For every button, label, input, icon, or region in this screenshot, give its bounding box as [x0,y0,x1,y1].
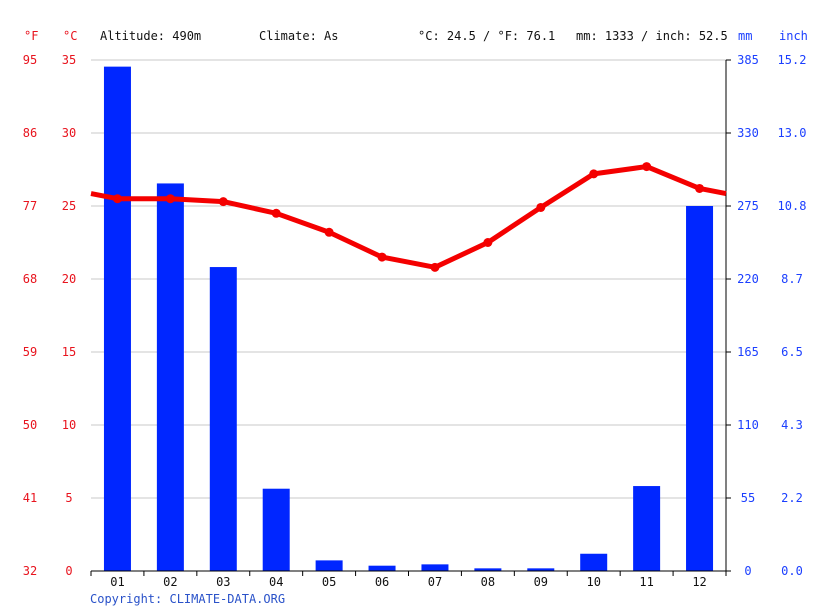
precipitation-bar [580,553,608,571]
inch-tick-label: 8.7 [781,272,803,286]
precipitation-bars [103,66,714,572]
temperature-line [90,162,727,272]
celsius-tick-label: 15 [62,345,76,359]
precipitation-bar [103,66,131,572]
celsius-tick-label: 10 [62,418,76,432]
month-tick-label: 02 [163,575,177,589]
inch-tick-label: 4.3 [781,418,803,432]
month-tick-label: 09 [534,575,548,589]
grid-lines [91,59,726,572]
month-tick-label: 11 [639,575,653,589]
celsius-tick-label: 0 [65,564,72,578]
month-tick-label: 04 [269,575,283,589]
month-tick-label: 06 [375,575,389,589]
inch-tick-label: 6.5 [781,345,803,359]
unit-fahrenheit-label: °F [24,29,38,43]
month-tick-label: 08 [481,575,495,589]
month-tick-label: 05 [322,575,336,589]
annual-precipitation-label: mm: 1333 / inch: 52.5 [576,29,728,43]
inch-tick-label: 2.2 [781,491,803,505]
fahrenheit-tick-label: 50 [23,418,37,432]
mm-tick-label: 55 [741,491,755,505]
precipitation-bar [474,568,502,571]
mm-tick-label: 330 [737,126,759,140]
copyright-text: Copyright: CLIMATE-DATA.ORG [90,592,285,606]
celsius-tick-label: 25 [62,199,76,213]
celsius-tick-label: 35 [62,53,76,67]
temperature-point [377,252,387,262]
unit-inch-label: inch [779,29,808,43]
temperature-point [271,208,281,218]
precipitation-bar [315,560,343,571]
mm-tick-label: 0 [744,564,751,578]
month-tick-label: 12 [692,575,706,589]
mm-tick-label: 220 [737,272,759,286]
temperature-line-path [90,164,727,270]
mm-tick-label: 165 [737,345,759,359]
month-tick-label: 10 [586,575,600,589]
average-temperature-label: °C: 24.5 / °F: 76.1 [418,29,555,43]
precipitation-bar [686,206,714,571]
climate-label: Climate: As [259,29,338,43]
temperature-point [165,194,175,204]
tick-labels: 95 35 385 15.2 86 30 330 13.0 77 25 275 10.8 68 20 220… [23,53,807,589]
mm-tick-label: 385 [737,53,759,67]
temperature-point [642,162,652,172]
temperature-point [695,183,705,193]
precipitation-bar [421,564,449,571]
month-tick-label: 03 [216,575,230,589]
chart-axes [90,59,731,576]
altitude-label: Altitude: 490m [100,29,201,43]
fahrenheit-tick-label: 32 [23,564,37,578]
precipitation-bar [156,183,184,571]
inch-tick-label: 15.2 [778,53,807,67]
mm-tick-label: 275 [737,199,759,213]
fahrenheit-tick-label: 95 [23,53,37,67]
temperature-point [589,169,599,179]
inch-tick-label: 0.0 [781,564,803,578]
temperature-point [430,262,440,272]
unit-mm-label: mm [738,29,752,43]
month-tick-label: 07 [428,575,442,589]
precipitation-bar [209,267,237,571]
inch-tick-label: 10.8 [778,199,807,213]
precipitation-bar [527,568,555,571]
celsius-tick-label: 20 [62,272,76,286]
celsius-tick-label: 5 [65,491,72,505]
temperature-point [112,194,122,204]
month-tick-label: 01 [110,575,124,589]
fahrenheit-tick-label: 86 [23,126,37,140]
celsius-tick-label: 30 [62,126,76,140]
unit-celsius-label: °C [63,29,77,43]
temperature-point [218,197,228,207]
fahrenheit-tick-label: 41 [23,491,37,505]
precipitation-bar [262,488,290,571]
fahrenheit-tick-label: 68 [23,272,37,286]
inch-tick-label: 13.0 [778,126,807,140]
precipitation-bar [633,486,661,571]
mm-tick-label: 110 [737,418,759,432]
precipitation-bar [368,565,396,571]
temperature-point [324,227,334,237]
temperature-point [483,238,493,247]
temperature-point [536,202,546,212]
fahrenheit-tick-label: 59 [23,345,37,359]
fahrenheit-tick-label: 77 [23,199,37,213]
